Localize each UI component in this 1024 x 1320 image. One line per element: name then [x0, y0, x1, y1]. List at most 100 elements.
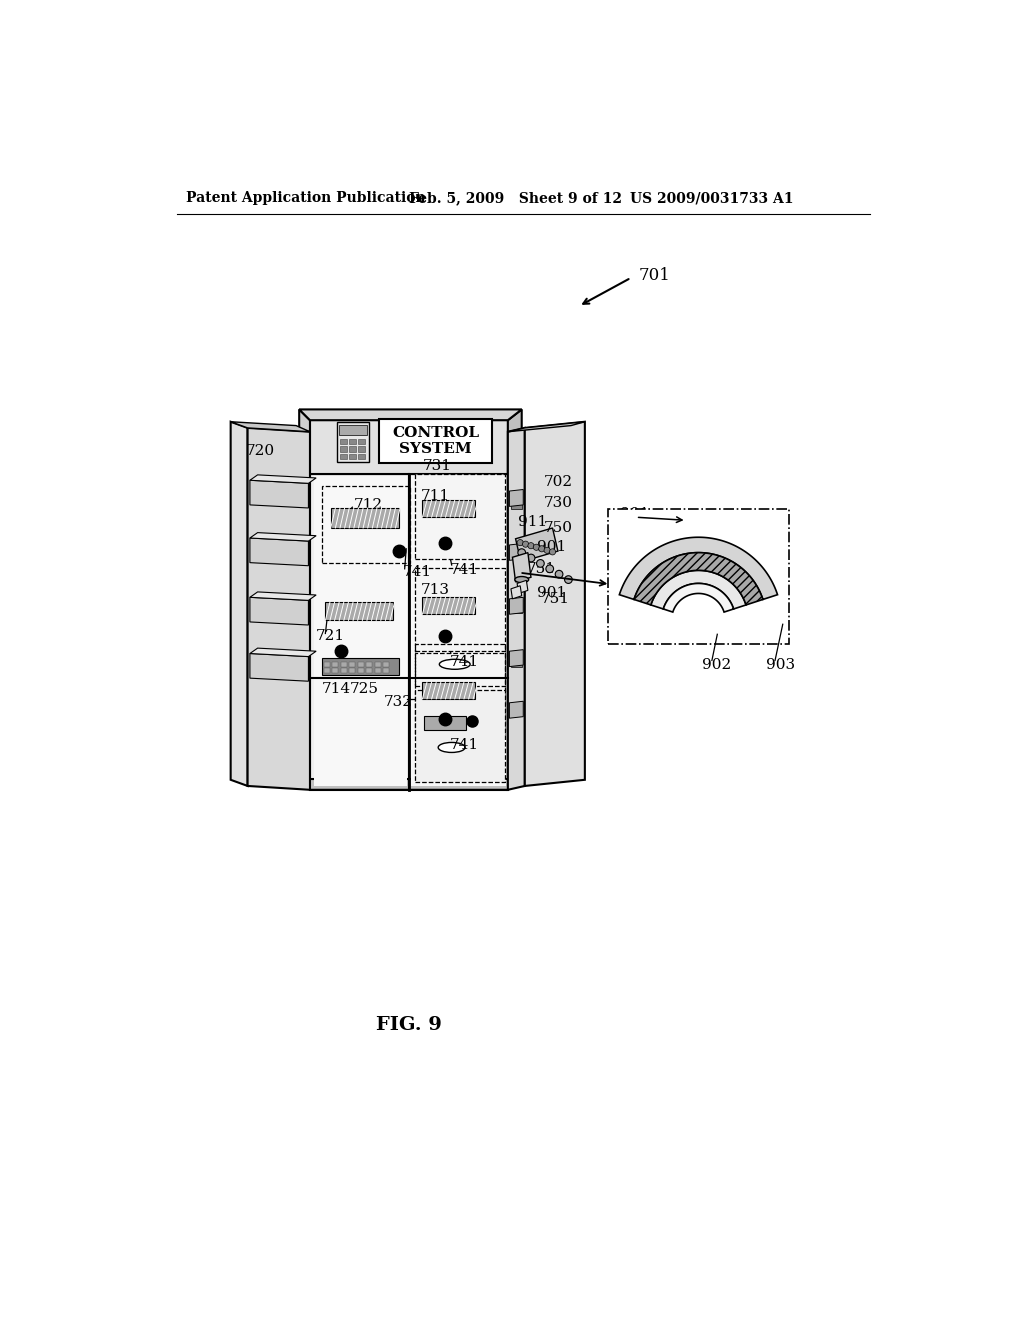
Bar	[349, 668, 355, 673]
Bar	[511, 656, 521, 667]
Bar	[358, 438, 366, 444]
Ellipse shape	[439, 659, 470, 669]
Circle shape	[528, 543, 535, 549]
Text: US 2009/0031733 A1: US 2009/0031733 A1	[630, 191, 793, 206]
Polygon shape	[250, 539, 308, 566]
Bar	[608, 508, 788, 644]
Polygon shape	[508, 428, 524, 789]
Bar	[349, 438, 356, 444]
Bar	[333, 663, 339, 667]
Text: 741: 741	[402, 565, 431, 579]
Text: 713: 713	[421, 582, 450, 597]
Bar	[358, 446, 366, 451]
Bar	[411, 477, 506, 785]
Bar	[341, 663, 347, 667]
Text: 741: 741	[450, 738, 478, 752]
Polygon shape	[250, 480, 308, 508]
Bar	[322, 659, 398, 675]
Polygon shape	[651, 570, 746, 609]
Text: 732: 732	[384, 696, 413, 709]
Bar	[424, 715, 466, 730]
Bar	[415, 474, 505, 558]
Text: 741: 741	[450, 655, 478, 669]
Polygon shape	[250, 648, 316, 656]
Text: Patent Application Publication: Patent Application Publication	[186, 191, 426, 206]
Text: 903: 903	[766, 659, 795, 672]
Bar	[511, 548, 521, 558]
Text: CONTROL
SYSTEM: CONTROL SYSTEM	[392, 426, 479, 457]
Circle shape	[534, 544, 540, 550]
Bar	[415, 690, 505, 781]
Bar	[511, 602, 521, 612]
Polygon shape	[250, 533, 316, 541]
Circle shape	[527, 554, 535, 562]
Circle shape	[546, 565, 554, 573]
Bar	[310, 474, 508, 789]
Polygon shape	[524, 422, 585, 785]
Polygon shape	[509, 490, 523, 507]
Polygon shape	[509, 598, 523, 614]
Bar	[331, 508, 398, 528]
Ellipse shape	[515, 577, 528, 582]
Polygon shape	[230, 422, 310, 432]
Bar	[511, 498, 521, 508]
Polygon shape	[509, 701, 523, 718]
Polygon shape	[517, 581, 528, 594]
Polygon shape	[634, 553, 763, 605]
Polygon shape	[508, 409, 521, 474]
Bar	[422, 682, 475, 700]
Bar	[333, 668, 339, 673]
Bar	[357, 668, 364, 673]
Circle shape	[539, 545, 545, 552]
Circle shape	[517, 540, 523, 545]
Polygon shape	[250, 475, 316, 483]
Text: 911: 911	[518, 515, 547, 529]
Circle shape	[550, 549, 556, 554]
Text: 711: 711	[421, 488, 450, 503]
Bar	[375, 668, 381, 673]
Text: 750: 750	[544, 521, 572, 535]
Circle shape	[522, 541, 528, 548]
Bar	[383, 668, 389, 673]
Bar	[422, 500, 475, 517]
Polygon shape	[508, 422, 585, 432]
Bar	[324, 663, 330, 667]
Bar	[349, 446, 356, 451]
Bar	[324, 668, 330, 673]
Bar	[340, 446, 347, 451]
Polygon shape	[508, 463, 521, 789]
Bar	[337, 422, 370, 462]
Bar	[415, 568, 505, 651]
Text: 730: 730	[544, 496, 572, 511]
Text: 902: 902	[701, 659, 731, 672]
Text: 901: 901	[621, 507, 649, 521]
Text: 712: 712	[354, 498, 383, 512]
Circle shape	[518, 549, 525, 557]
Text: 731: 731	[422, 459, 452, 474]
Bar	[375, 663, 381, 667]
Bar	[339, 425, 367, 434]
Text: 714: 714	[322, 682, 350, 696]
Bar	[367, 668, 373, 673]
Text: FIG. 9: FIG. 9	[377, 1015, 442, 1034]
Circle shape	[537, 560, 544, 568]
Bar	[367, 663, 373, 667]
Text: 901: 901	[538, 540, 566, 554]
Polygon shape	[299, 409, 521, 420]
Polygon shape	[664, 583, 733, 612]
Bar	[415, 653, 505, 734]
Text: 751: 751	[526, 562, 555, 576]
Bar	[422, 597, 475, 614]
Bar	[310, 420, 508, 474]
Bar	[322, 486, 410, 562]
Polygon shape	[250, 591, 316, 601]
Bar	[358, 454, 366, 459]
Polygon shape	[250, 598, 308, 626]
Text: 751: 751	[541, 591, 570, 606]
Circle shape	[555, 570, 563, 578]
Bar	[415, 644, 505, 686]
Polygon shape	[299, 409, 310, 474]
Bar	[341, 668, 347, 673]
Bar	[340, 438, 347, 444]
Polygon shape	[230, 422, 248, 785]
